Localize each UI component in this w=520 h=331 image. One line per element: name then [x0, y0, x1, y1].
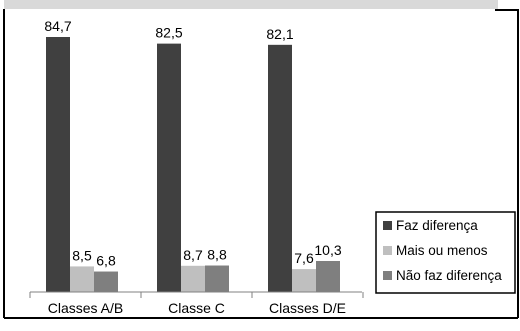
frame-right-border	[495, 9, 519, 318]
bar-1-3	[268, 44, 292, 293]
legend-box	[375, 211, 516, 294]
data-label: 10,3	[314, 242, 341, 258]
legend-swatch	[383, 271, 392, 280]
bars-layer	[46, 37, 340, 293]
category-label: Classe C	[168, 300, 225, 316]
legend-label: Não faz diferença	[396, 268, 502, 283]
legend-label: Faz diferença	[396, 218, 478, 233]
data-label: 6,8	[96, 253, 116, 269]
category-label: Classes D/E	[269, 300, 346, 316]
x-axis-ticks	[29, 292, 364, 298]
data-label: 82,5	[155, 25, 182, 41]
bar-2-2	[181, 265, 205, 292]
top-band	[4, 0, 498, 9]
legend-swatch	[383, 221, 392, 230]
data-labels-layer: 84,7 8,5 6,8 82,5 8,7 8,8 82,1 7,610,3	[44, 18, 341, 269]
legend-swatch	[383, 246, 392, 255]
legend: Faz diferença Mais ou menos Não faz difere…	[375, 211, 516, 294]
legend-label: Mais ou menos	[396, 243, 488, 258]
data-label: 8,5	[72, 247, 92, 263]
bar-3-3	[316, 260, 340, 292]
data-label: 84,7	[44, 18, 71, 34]
legend-items: Faz diferença Mais ou menos Não faz difere…	[383, 218, 502, 283]
bar-2-3	[292, 269, 316, 292]
data-label: 82,1	[266, 26, 293, 42]
data-label: 7,6	[294, 250, 314, 266]
category-label: Classes A/B	[48, 300, 123, 316]
data-label: 8,7	[183, 247, 203, 263]
data-label: 8,8	[207, 247, 227, 263]
category-labels: Classes A/B Classe C Classes D/E	[48, 300, 346, 316]
bar-3-2	[205, 265, 229, 292]
bar-1-1	[46, 37, 70, 292]
bar-2-1	[70, 266, 94, 292]
bar-1-2	[157, 43, 181, 292]
bar-3-1	[94, 271, 118, 292]
